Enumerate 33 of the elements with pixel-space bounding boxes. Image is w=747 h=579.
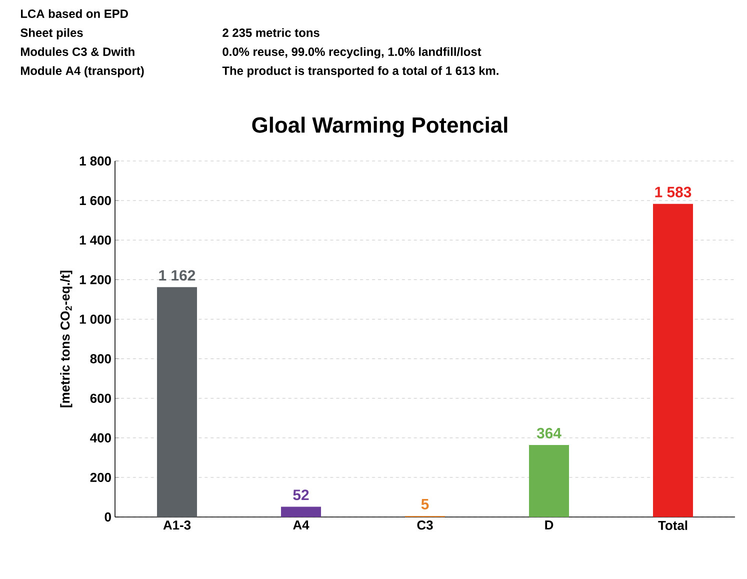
y-tick-label: 1 600	[80, 196, 111, 206]
x-tick-label: C3	[417, 520, 433, 530]
bar	[281, 506, 322, 517]
y-axis-title: [metric tons CO$_{2}$-eq./t]	[60, 270, 72, 408]
chart-title: Gloal Warming Potencial	[252, 116, 508, 138]
y-tick-label: 0	[104, 512, 111, 522]
data-label: 5	[421, 499, 429, 510]
text: Modules C3 & Dwith	[21, 47, 134, 56]
x-tick-label: Total	[658, 520, 688, 530]
data-label: 1 583	[655, 186, 692, 198]
y-tick-label: 1 000	[80, 314, 111, 324]
y-tick-label: 1 200	[80, 275, 111, 284]
y-tick-label: 200	[90, 472, 111, 482]
text: Sheet piles	[20, 28, 83, 40]
text: 0.0% reuse, 99.0% recycling, 1.0% landfill/lost	[222, 47, 482, 58]
x-tick-label: A1-3	[163, 520, 191, 530]
y-tick-label: 400	[90, 433, 111, 442]
y-tick-label: 1 400	[80, 236, 111, 245]
data-label: 1 162	[159, 270, 196, 281]
y-tick-label: 600	[90, 394, 111, 403]
text: The product is transported fo a total of 1 613 km.	[222, 66, 498, 78]
text: Module A4 (transport)	[21, 66, 144, 78]
data-label: 364	[536, 428, 562, 438]
bar	[157, 287, 198, 517]
text: 2 235 metric tons	[222, 28, 320, 37]
y-tick-label: 1 800	[80, 156, 111, 166]
text: LCA based on EPD	[21, 9, 128, 18]
y-tick-label: 800	[90, 354, 111, 364]
x-tick-label: A4	[293, 520, 310, 530]
bar	[529, 444, 570, 517]
bar	[653, 204, 694, 517]
x-tick-label: D	[545, 520, 554, 530]
data-label: 52	[293, 490, 309, 500]
